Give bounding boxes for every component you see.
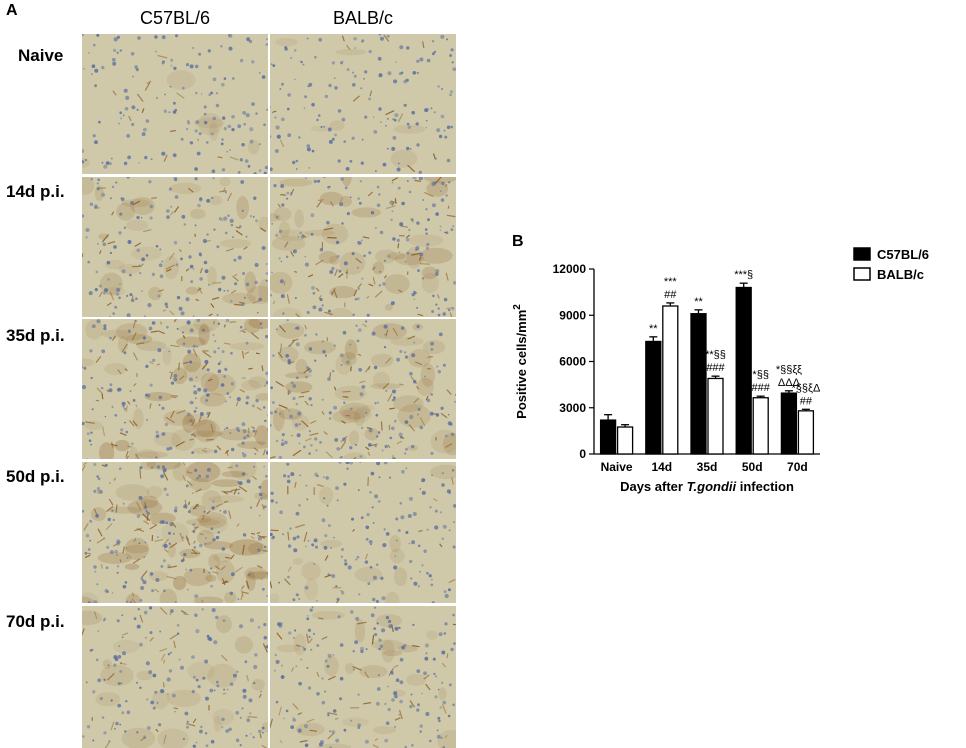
significance-label: *** <box>664 276 678 288</box>
micrograph-14d-p-i--balbc <box>270 177 456 317</box>
y-tick-label: 9000 <box>559 308 586 322</box>
panel-b-letter: B <box>512 233 524 250</box>
micrograph-70d-p-i--balbc <box>270 606 456 748</box>
micrograph-35d-p-i--c57bl6 <box>82 319 268 459</box>
column-header-balbc: BALB/c <box>332 8 394 28</box>
significance-label: *§§ <box>752 369 769 381</box>
x-tick-label-naive: Naive <box>601 460 633 474</box>
significance-label: ## <box>664 289 677 301</box>
legend-label-balbc: BALB/c <box>877 267 924 282</box>
legend-swatch-balbc <box>853 267 871 281</box>
bar-c57bl6-70d <box>780 392 798 455</box>
row-label-50d: 50d p.i. <box>6 467 65 486</box>
significance-label: ### <box>752 382 771 394</box>
bar-balbc-naive <box>616 426 634 455</box>
row-label-35d: 35d p.i. <box>6 326 65 345</box>
y-tick-label: 6000 <box>559 355 586 369</box>
micrograph-35d-p-i--balbc <box>270 319 456 459</box>
significance-label: **§§ <box>705 349 726 361</box>
micrograph-naive-c57bl6 <box>82 34 268 174</box>
micrograph-naive-balbc <box>270 34 456 174</box>
row-label-14d: 14d p.i. <box>6 182 65 201</box>
x-tick-label-70d: 70d <box>787 460 808 474</box>
bar-balbc-14d <box>662 305 679 455</box>
bar-balbc-50d <box>752 397 769 455</box>
significance-label: ** <box>694 296 703 308</box>
x-axis-label: Days after T.gondii infection <box>620 479 794 494</box>
legend-swatch-c57bl6 <box>853 247 871 261</box>
bar-c57bl6-14d <box>645 340 662 455</box>
x-tick-label-50d: 50d <box>742 460 763 474</box>
column-header-c57bl6: C57BL/6 <box>139 8 211 28</box>
significance-label: *§§ξξ <box>776 364 802 376</box>
bar-c57bl6-naive <box>599 419 617 455</box>
x-tick-label-14d: 14d <box>651 460 672 474</box>
panel-a-letter: A <box>6 2 18 19</box>
bar-balbc-35d <box>707 377 724 455</box>
significance-label: ΔΔΔ <box>778 377 801 389</box>
bar-c57bl6-50d <box>735 286 752 455</box>
micrograph-50d-p-i--c57bl6 <box>82 462 268 603</box>
y-tick-label: 12000 <box>553 262 587 276</box>
bar-c57bl6-35d <box>690 313 707 455</box>
significance-label: ### <box>706 362 725 374</box>
bar-chart: B 0 3000 6000 9000 12000 Positive cells/mm2 Nai… <box>512 233 929 494</box>
row-label-naive: Naive <box>18 46 64 65</box>
row-label-70d: 70d p.i. <box>6 612 65 631</box>
significance-label: ## <box>800 395 813 407</box>
y-tick-label: 3000 <box>559 401 586 415</box>
micrograph-14d-p-i--c57bl6 <box>82 177 268 317</box>
significance-label: *§§ξΔ <box>792 382 821 394</box>
y-tick-label: 0 <box>579 447 586 461</box>
significance-label: ** <box>649 323 658 335</box>
y-axis-label: Positive cells/mm2 <box>512 304 529 419</box>
micrograph-50d-p-i--balbc <box>270 462 456 603</box>
bar-balbc-70d <box>797 410 815 455</box>
x-tick-label-35d: 35d <box>697 460 718 474</box>
significance-label: ***§ <box>734 269 753 281</box>
micrograph-70d-p-i--c57bl6 <box>82 606 268 748</box>
legend-label-c57bl6: C57BL/6 <box>877 247 929 262</box>
